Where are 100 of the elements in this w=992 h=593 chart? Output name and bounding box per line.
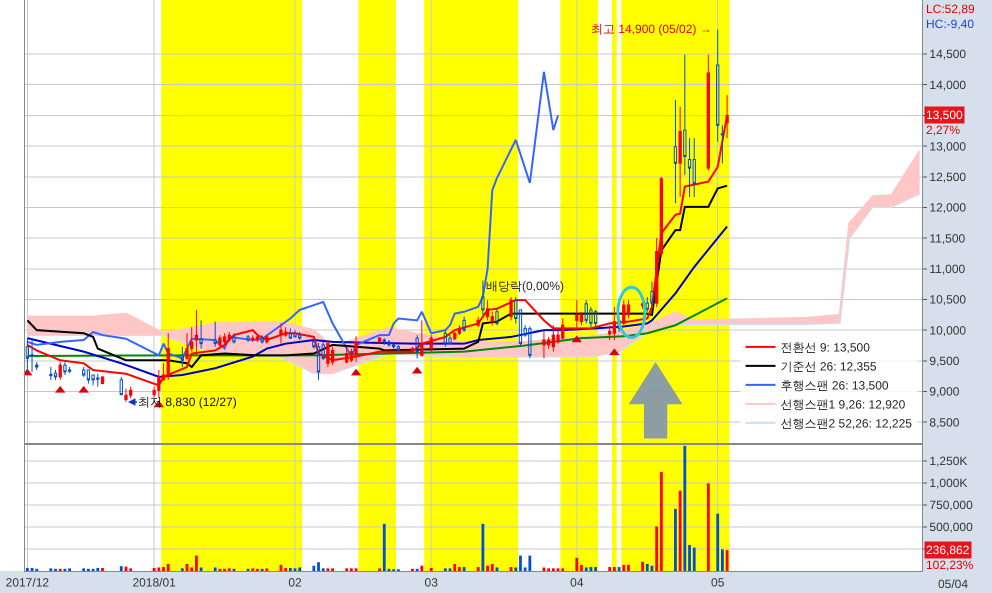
candlestick	[410, 346, 414, 354]
candlestick	[58, 362, 62, 380]
bar	[200, 567, 203, 571]
y-tick-label: 11,000	[929, 262, 966, 276]
candlestick	[265, 334, 269, 344]
candlestick	[214, 321, 217, 348]
line-series	[26, 297, 728, 357]
candlestick	[674, 100, 678, 204]
bar	[641, 562, 644, 571]
bar	[462, 567, 466, 571]
y-tick-label: 9,000	[929, 384, 960, 399]
text: 13,500	[926, 108, 964, 122]
annotation: 최저 8,830 (12/27)	[138, 395, 237, 409]
candlestick	[495, 308, 499, 326]
candlestick	[35, 362, 38, 371]
bar	[486, 566, 489, 571]
y-tick-label: 10,000	[929, 323, 966, 338]
text: LC:52,89	[926, 2, 976, 16]
bar	[124, 566, 128, 571]
candlestick	[232, 332, 236, 344]
candlestick	[246, 334, 250, 342]
bar	[496, 567, 498, 571]
candlestick	[594, 309, 598, 327]
y-tick-label: 14,000	[929, 78, 966, 92]
candlestick	[180, 346, 184, 368]
candlestick	[430, 334, 433, 352]
bar	[120, 566, 123, 571]
candlestick	[716, 28, 720, 142]
bar	[678, 490, 682, 571]
y-tick-label: 14,500	[929, 47, 966, 62]
x-tick-label: 03	[424, 575, 438, 590]
bar	[674, 508, 677, 571]
line-series	[26, 225, 728, 378]
bar	[312, 566, 316, 571]
candlestick	[462, 316, 466, 333]
bar	[660, 472, 663, 571]
bar	[195, 556, 198, 571]
bar	[420, 566, 424, 571]
y-tick-label: 11,500	[929, 231, 966, 246]
bar	[650, 566, 654, 571]
bar	[612, 567, 616, 571]
bar	[101, 568, 104, 571]
candlestick	[120, 376, 123, 396]
bar	[618, 567, 620, 571]
bar	[152, 568, 156, 571]
bar	[580, 564, 583, 571]
candlestick	[706, 54, 710, 172]
candlestick	[420, 320, 424, 358]
bar	[528, 556, 532, 571]
y-tick-label: 750,000	[929, 498, 974, 512]
y-tick-label: 10,500	[929, 292, 966, 307]
y-tick-label: 8,500	[929, 415, 960, 430]
candlestick	[199, 320, 203, 350]
line-series	[26, 184, 728, 368]
point	[78, 386, 89, 393]
x-tick-label: 2018/01	[132, 575, 176, 590]
y-tick-label: 1,000K	[929, 476, 968, 490]
bar	[265, 568, 268, 571]
text: 2,27%	[926, 123, 960, 137]
x-tick-label: 02	[288, 575, 302, 590]
y-tick-label: 500,000	[929, 520, 974, 534]
bar	[186, 564, 188, 571]
bar	[378, 568, 381, 571]
bar	[519, 556, 522, 571]
bar	[688, 545, 691, 571]
candlestick	[218, 334, 222, 348]
text: 05/04	[938, 577, 968, 591]
y-tick-label: 13,000	[929, 139, 966, 154]
bar	[317, 562, 320, 571]
y-tick-label: 1,250K	[929, 454, 968, 468]
y-tick-label: 12,000	[929, 200, 966, 215]
line-series	[26, 192, 921, 374]
bar	[721, 549, 724, 571]
candlestick	[683, 54, 686, 176]
candlestick	[415, 334, 419, 359]
text: 236,862	[926, 543, 970, 557]
x-tick-label: 05	[711, 575, 725, 590]
bar	[448, 568, 452, 571]
text: 102,23%	[926, 558, 974, 572]
x-tick-label: 04	[570, 575, 584, 590]
legend-label: 후행스팬 26: 13,500	[780, 378, 889, 393]
point	[55, 386, 66, 393]
legend-label: 선행스팬2 52,26: 12,225	[780, 416, 912, 431]
bar	[510, 567, 512, 571]
candlestick	[260, 334, 264, 344]
bar	[458, 567, 461, 571]
x-tick-label: 2017/12	[6, 575, 50, 590]
bar	[627, 564, 630, 571]
candlestick	[194, 309, 198, 358]
legend-label: 기준선 26: 12,355	[780, 360, 877, 374]
legend-label: 전환선 9: 13,500	[780, 340, 870, 355]
legend-label: 선행스팬1 9,26: 12,920	[780, 398, 906, 412]
text: HC:-9,40	[926, 17, 974, 31]
y-tick-label: 12,500	[929, 170, 966, 184]
candlestick	[509, 296, 513, 321]
candlestick	[720, 124, 724, 164]
bar	[481, 524, 484, 571]
y-tick-label: 9,500	[929, 354, 960, 368]
bar	[726, 550, 729, 571]
candlestick	[476, 316, 480, 328]
